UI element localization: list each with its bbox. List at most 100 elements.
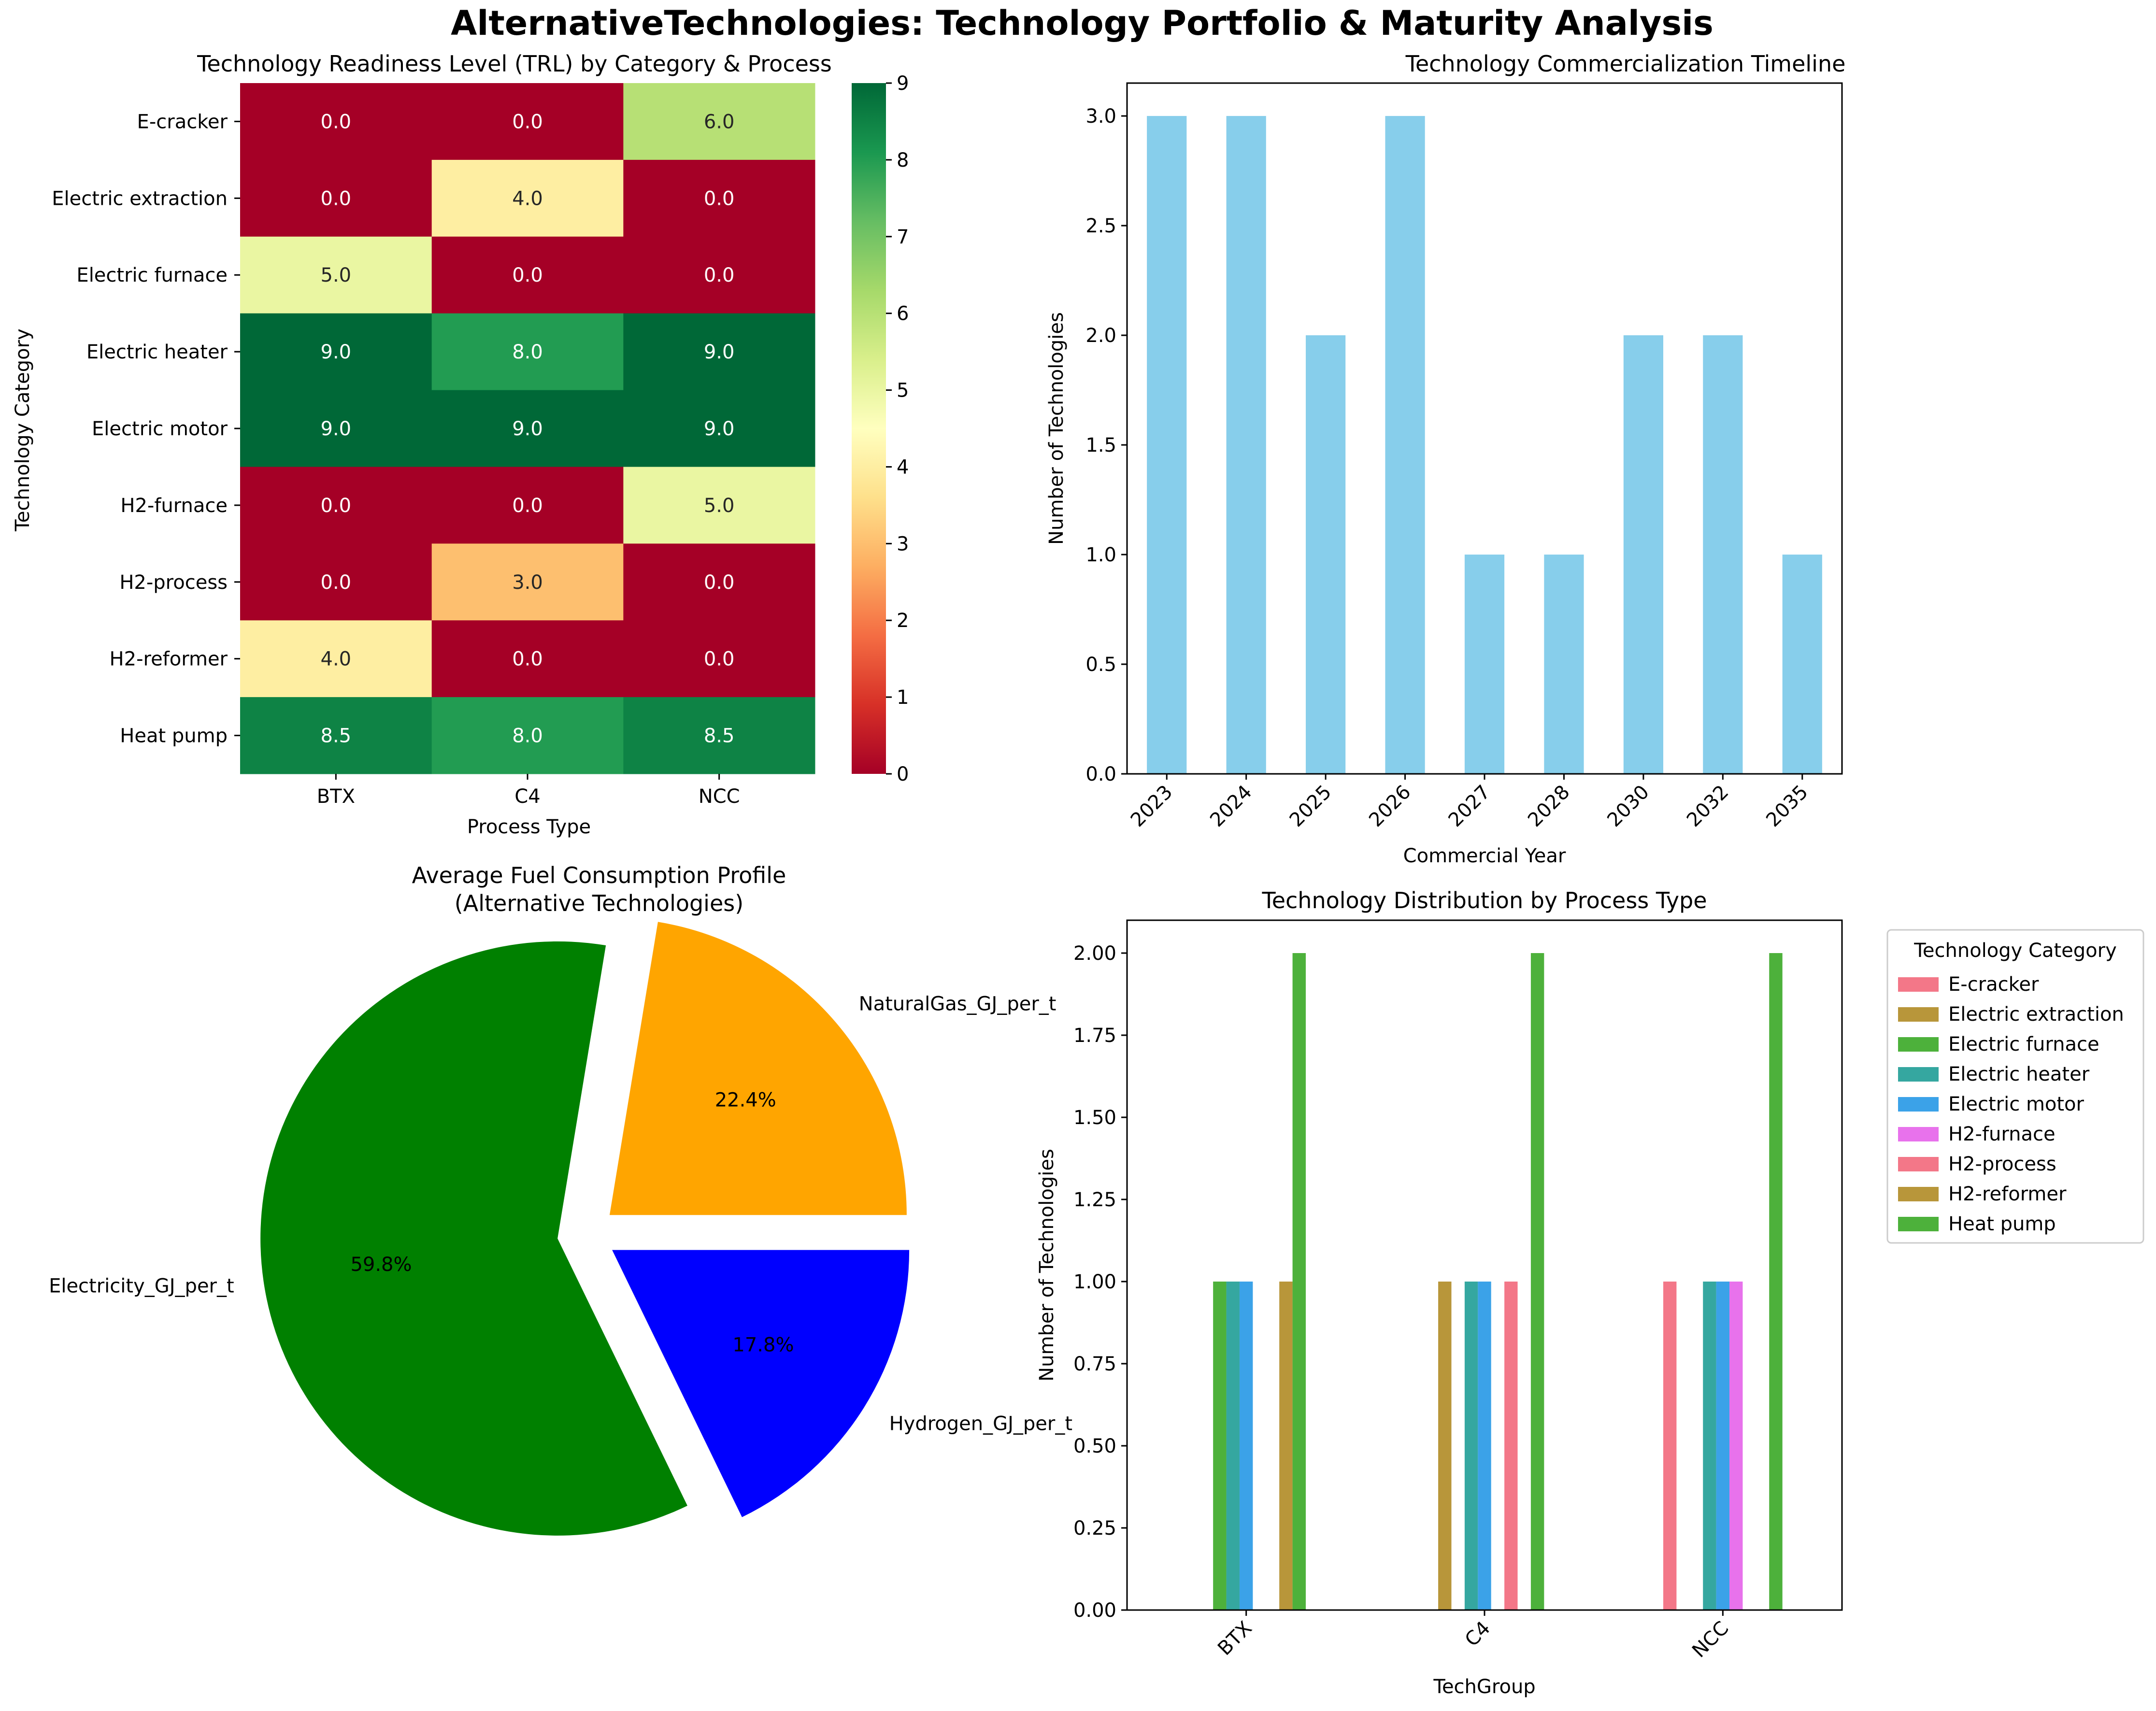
timeline-y-tick-label: 3.0 xyxy=(1085,105,1116,128)
distribution-bar-c4-electric-extraction xyxy=(1438,1282,1452,1610)
legend-label: H2-reformer xyxy=(1948,1183,2067,1205)
colorbar-tick-label: 7 xyxy=(897,226,909,248)
heatmap-x-tick-label: C4 xyxy=(514,785,540,808)
pie-slice-naturalgas-gj-per-t xyxy=(609,922,907,1215)
legend-swatch-h2-furnace xyxy=(1898,1127,1939,1141)
pie-slice-percent-label: 59.8% xyxy=(350,1254,412,1276)
pie-slice-name-label: NaturalGas_GJ_per_t xyxy=(859,993,1057,1015)
distribution-y-tick-label: 1.25 xyxy=(1073,1189,1116,1211)
heatmap-cell-electric-heater-c4 xyxy=(431,313,624,391)
distribution-title: Technology Distribution by Process Type xyxy=(1261,887,1707,913)
timeline-x-axis-label: Commercial Year xyxy=(1403,845,1566,867)
distribution-y-tick-label: 0.00 xyxy=(1073,1599,1116,1622)
distribution-bar-c4-h2-process xyxy=(1504,1282,1518,1610)
heatmap-cell-label: 9.0 xyxy=(321,341,352,363)
colorbar-tick-label: 8 xyxy=(897,149,909,171)
legend-swatch-h2-reformer xyxy=(1898,1187,1939,1201)
legend-swatch-heat-pump xyxy=(1898,1217,1939,1231)
distribution-bar-c4-heat-pump xyxy=(1530,953,1544,1610)
legend-label: H2-furnace xyxy=(1948,1123,2056,1145)
timeline-axes-frame xyxy=(1126,82,1843,775)
colorbar-tick-label: 5 xyxy=(897,380,909,402)
heatmap-cell-label: 0.0 xyxy=(512,495,543,517)
distribution-bar-ncc-e-cracker xyxy=(1663,1282,1677,1610)
heatmap-cell-label: 8.0 xyxy=(512,725,543,747)
heatmap-cells: 0.0 0.0 6.0 0.0 4.0 0.0 5.0 0.0 0.0 9.0 8.0 9.0 9.0 9… xyxy=(240,83,815,774)
legend-label: Electric extraction xyxy=(1948,1003,2124,1026)
colorbar-ticks: 0 1 2 3 4 5 6 7 8 9 xyxy=(886,72,909,785)
trl-heatmap-panel: Technology Readiness Level (TRL) by Cate… xyxy=(12,51,909,838)
distribution-axes-frame xyxy=(1126,919,1843,1611)
pie-slice-percent-label: 22.4% xyxy=(715,1089,776,1111)
legend-label: E-cracker xyxy=(1948,973,2039,996)
heatmap-y-tick-label: Heat pump xyxy=(120,725,228,747)
timeline-y-tick-label: 2.0 xyxy=(1085,325,1116,347)
timeline-x-tick-label: 2023 xyxy=(1127,781,1177,832)
heatmap-cell-h2-reformer-ncc xyxy=(623,620,815,698)
heatmap-cell-label: 0.0 xyxy=(321,111,352,133)
heatmap-cell-label: 0.0 xyxy=(704,648,735,670)
heatmap-cell-electric-furnace-c4 xyxy=(431,236,624,314)
distribution-bar-btx-electric-furnace xyxy=(1213,1282,1227,1610)
heatmap-cell-h2-furnace-c4 xyxy=(431,467,624,544)
heatmap-cell-h2-furnace-btx xyxy=(240,467,432,544)
timeline-bar-2026 xyxy=(1385,116,1425,774)
timeline-bar-2035 xyxy=(1782,555,1822,774)
legend-swatch-electric-furnace xyxy=(1898,1037,1939,1052)
heatmap-x-tick-label: BTX xyxy=(317,785,355,808)
pie-slices: 22.4% NaturalGas_GJ_per_t 59.8% Electricity… xyxy=(49,922,1072,1536)
timeline-bars xyxy=(1147,116,1822,774)
timeline-x-tick-label: 2025 xyxy=(1285,781,1336,832)
distribution-y-tick-label: 0.75 xyxy=(1073,1353,1116,1375)
heatmap-cell-label: 3.0 xyxy=(512,571,543,594)
heatmap-cell-label: 9.0 xyxy=(704,341,735,363)
timeline-bar-2023 xyxy=(1147,116,1187,774)
colorbar-tick-label: 0 xyxy=(897,763,909,785)
heatmap-cell-label: 0.0 xyxy=(321,571,352,594)
heatmap-cell-h2-furnace-ncc xyxy=(623,467,815,544)
heatmap-cell-label: 0.0 xyxy=(704,264,735,286)
heatmap-cell-electric-furnace-ncc xyxy=(623,236,815,314)
heatmap-cell-h2-process-btx xyxy=(240,543,432,621)
heatmap-cell-electric-motor-ncc xyxy=(623,390,815,467)
legend-label: H2-process xyxy=(1948,1153,2056,1175)
heatmap-cell-h2-process-ncc xyxy=(623,543,815,621)
distribution-bar-ncc-h2-furnace xyxy=(1729,1282,1743,1610)
fuel-pie-panel: Average Fuel Consumption Profile (Altern… xyxy=(49,862,1072,1536)
heatmap-cell-electric-heater-btx xyxy=(240,313,432,391)
heatmap-y-tick-label: Electric furnace xyxy=(76,264,228,286)
heatmap-x-tick-labels: BTX C4 NCC xyxy=(317,774,740,808)
heatmap-cell-h2-reformer-btx xyxy=(240,620,432,698)
timeline-title: Technology Commercialization Timeline xyxy=(1405,51,1846,77)
timeline-bar-2030 xyxy=(1623,335,1663,774)
heatmap-cell-label: 9.0 xyxy=(321,418,352,440)
colorbar-tick-label: 1 xyxy=(897,686,909,709)
timeline-y-tick-label: 0.0 xyxy=(1085,763,1116,785)
heatmap-y-tick-label: Electric heater xyxy=(86,341,228,363)
heatmap-cell-label: 0.0 xyxy=(704,187,735,210)
timeline-y-ticks: 0.0 0.5 1.0 1.5 2.0 2.5 3.0 xyxy=(1085,105,1127,785)
heatmap-y-tick-labels: E-cracker Electric extraction Electric fur… xyxy=(52,111,240,747)
pie-subtitle: (Alternative Technologies) xyxy=(455,890,743,916)
heatmap-cell-h2-process-c4 xyxy=(431,543,624,621)
timeline-x-tick-label: 2028 xyxy=(1524,781,1574,832)
heatmap-y-tick-label: H2-process xyxy=(119,571,228,594)
heatmap-cell-label: 8.0 xyxy=(512,341,543,363)
heatmap-cell-electric-heater-ncc xyxy=(623,313,815,391)
pie-slice-hydrogen-gj-per-t xyxy=(612,1250,910,1517)
heatmap-y-tick-label: E-cracker xyxy=(137,111,228,133)
distribution-bar-ncc-electric-motor xyxy=(1716,1282,1730,1610)
distribution-panel: Technology Distribution by Process Type … xyxy=(1036,887,2144,1698)
distribution-y-tick-label: 2.00 xyxy=(1073,942,1116,965)
distribution-x-tick-label: C4 xyxy=(1461,1617,1495,1651)
distribution-bar-ncc-heat-pump xyxy=(1769,953,1783,1610)
distribution-legend: Technology Category E-cracker Electric ext… xyxy=(1886,929,2144,1244)
timeline-panel: Technology Commercialization Timeline 0.… xyxy=(1045,51,1845,867)
pie-title: Average Fuel Consumption Profile xyxy=(412,862,786,888)
heatmap-cell-electric-furnace-btx xyxy=(240,236,432,314)
timeline-y-tick-label: 1.0 xyxy=(1085,544,1116,566)
distribution-x-axis-label: TechGroup xyxy=(1433,1676,1535,1698)
colorbar-tick-label: 4 xyxy=(897,456,909,478)
timeline-x-tick-label: 2024 xyxy=(1206,781,1256,832)
heatmap-cell-electric-motor-c4 xyxy=(431,390,624,467)
